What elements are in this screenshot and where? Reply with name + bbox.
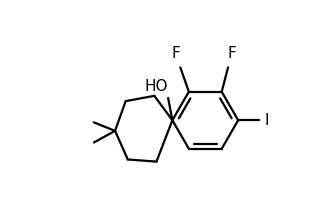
Text: HO: HO <box>145 79 168 94</box>
Text: F: F <box>172 46 181 61</box>
Text: I: I <box>264 113 269 128</box>
Text: F: F <box>228 46 237 61</box>
